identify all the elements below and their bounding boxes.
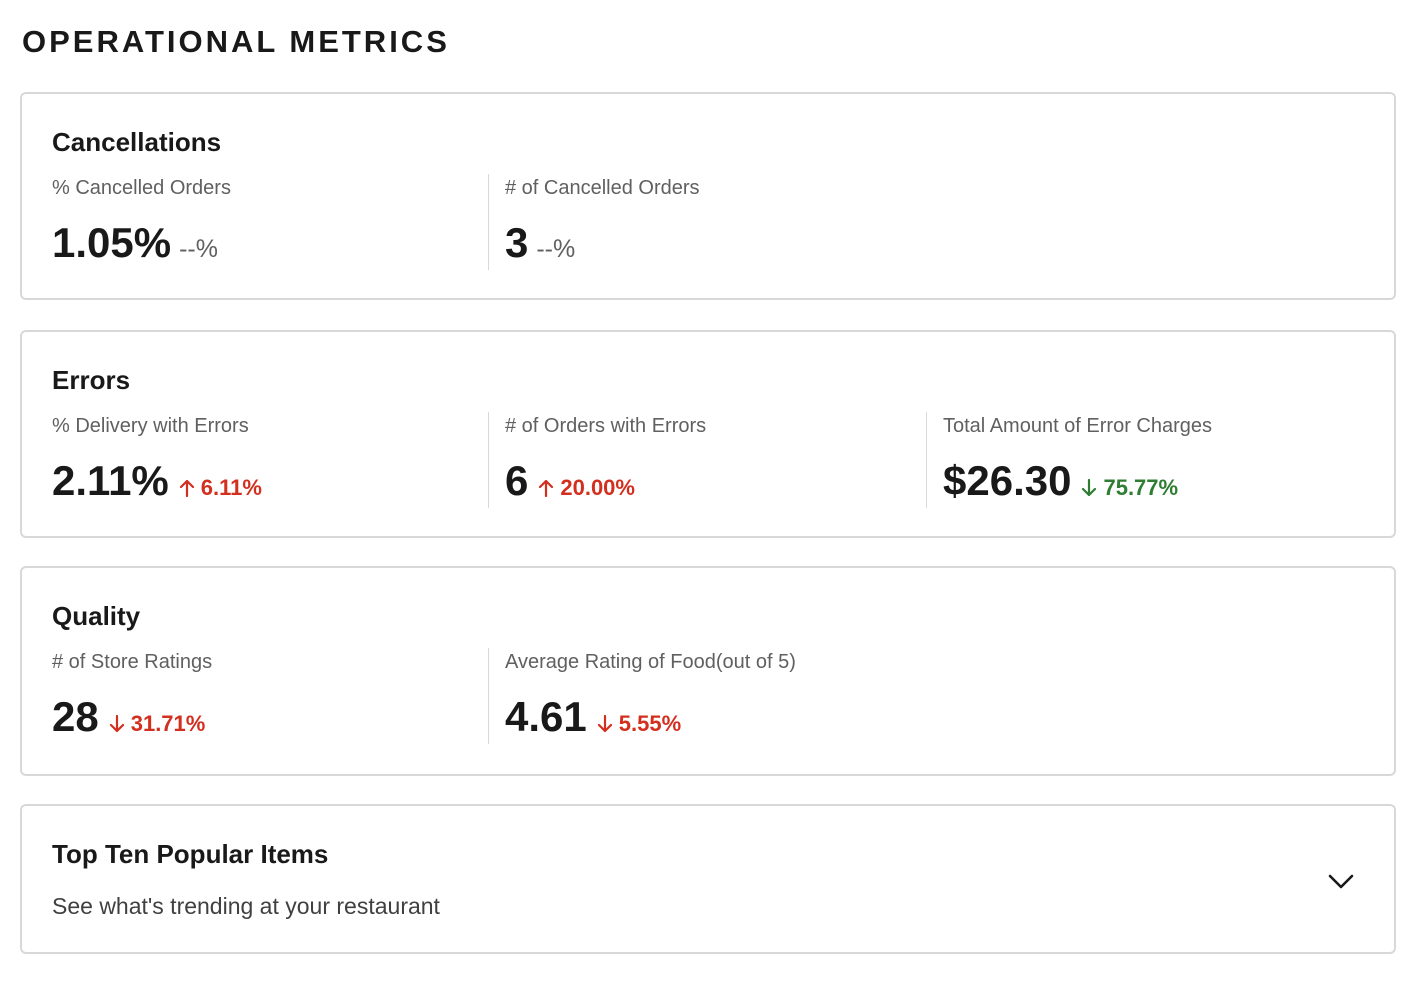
metric-delta: --% [179, 235, 218, 263]
page-title: OPERATIONAL METRICS [22, 24, 450, 59]
metric-value: 1.05% [52, 219, 172, 266]
metric-delta: 5.55% [597, 711, 681, 737]
metric-cancelled-orders-count: # of Cancelled Orders 3 --% [488, 174, 700, 270]
metric-orders-with-errors: # of Orders with Errors 6 20.00% [488, 412, 706, 508]
card-subtitle-popular-items: See what's trending at your restaurant [52, 893, 440, 919]
metric-delta-value: 20.00% [560, 475, 635, 500]
metric-value: 2.11% [52, 457, 169, 504]
metric-delta: 31.71% [109, 711, 206, 737]
metric-delta: 20.00% [538, 475, 635, 501]
metric-value: 4.61 [505, 693, 587, 740]
metric-delta-value: 5.55% [618, 711, 682, 736]
metric-delta: 75.77% [1081, 475, 1178, 501]
metric-error-charges: Total Amount of Error Charges $26.30 75.… [926, 412, 1212, 508]
card-title-quality: Quality [52, 601, 141, 631]
arrow-down-icon [1082, 479, 1097, 497]
metric-delta: 6.11% [179, 475, 262, 501]
metric-label: # of Orders with Errors [505, 415, 707, 437]
metric-label: Total Amount of Error Charges [943, 415, 1213, 437]
metric-delta-value: 31.71% [130, 711, 206, 736]
quality-card: Quality # of Store Ratings 28 31.71% Ave… [20, 566, 1396, 776]
arrow-up-icon [179, 479, 194, 497]
metric-label: # of Store Ratings [52, 651, 213, 673]
metric-label: Average Rating of Food(out of 5) [505, 651, 796, 673]
metric-average-food-rating: Average Rating of Food(out of 5) 4.61 5.… [488, 648, 796, 744]
cancellations-card: Cancellations % Cancelled Orders 1.05% -… [20, 92, 1396, 300]
metric-delta-value: 75.77% [1103, 475, 1179, 500]
metric-label: % Delivery with Errors [52, 415, 249, 437]
metric-value: 3 [505, 219, 529, 266]
metric-delivery-errors-percent: % Delivery with Errors 2.11% 6.11% [52, 412, 262, 508]
card-title-popular-items: Top Ten Popular Items [52, 839, 329, 869]
metric-cancelled-orders-percent: % Cancelled Orders 1.05% --% [52, 174, 231, 270]
card-title-errors: Errors [52, 365, 131, 395]
errors-card: Errors % Delivery with Errors 2.11% 6.11… [20, 330, 1396, 538]
metric-value: $26.30 [943, 457, 1072, 504]
arrow-up-icon [539, 479, 554, 497]
metric-delta: --% [536, 235, 576, 263]
card-title-cancellations: Cancellations [52, 127, 222, 157]
metric-label: # of Cancelled Orders [505, 177, 700, 199]
arrow-down-icon [597, 715, 612, 733]
metric-label: % Cancelled Orders [52, 177, 231, 199]
popular-items-card[interactable]: Top Ten Popular Items See what's trendin… [20, 804, 1396, 954]
arrow-down-icon [109, 715, 124, 733]
metric-delta-value: 6.11% [200, 475, 262, 500]
metric-value: 28 [52, 693, 99, 740]
metric-value: 6 [505, 457, 529, 504]
metric-store-ratings: # of Store Ratings 28 31.71% [52, 648, 212, 744]
chevron-down-icon[interactable] [1326, 866, 1356, 896]
